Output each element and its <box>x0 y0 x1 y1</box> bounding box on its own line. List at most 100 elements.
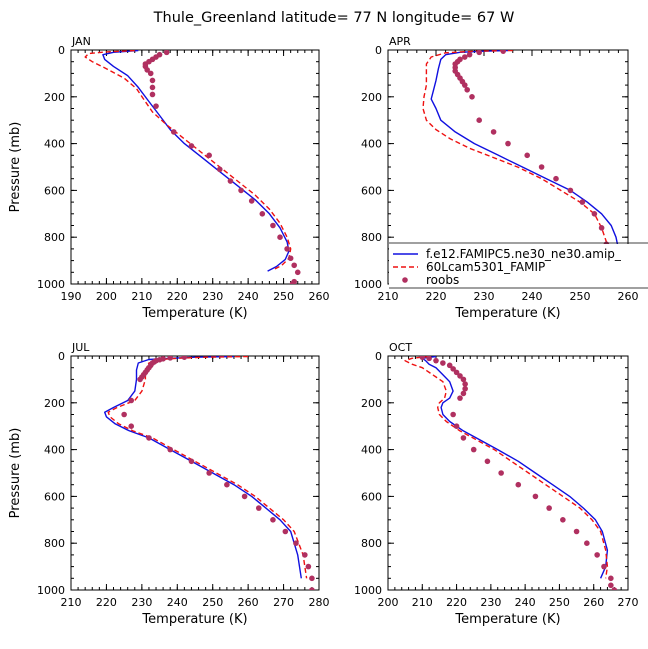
obs-point <box>532 493 539 500</box>
obs-point <box>453 369 460 376</box>
obs-point <box>608 582 614 589</box>
obs-point <box>291 262 298 269</box>
obs-point <box>515 481 522 488</box>
x-tick-label: 190 <box>61 290 82 303</box>
obs-point <box>462 385 468 392</box>
obs-point <box>446 362 453 369</box>
x-tick-label: 220 <box>446 596 467 609</box>
y-axis-title: Pressure (mb) <box>8 122 23 213</box>
obs-point <box>601 563 607 570</box>
x-tick-label: 200 <box>96 290 117 303</box>
y-tick-label: 800 <box>361 537 382 550</box>
obs-point <box>259 211 266 217</box>
model1-line <box>430 50 620 271</box>
x-tick-label: 280 <box>309 596 330 609</box>
obs-point <box>500 50 506 54</box>
plot-frame <box>387 355 629 591</box>
obs-point <box>121 411 127 418</box>
obs-point <box>460 390 467 397</box>
obs-point <box>426 356 432 362</box>
x-tick-label: 250 <box>570 290 591 303</box>
plot-frame <box>70 355 320 591</box>
model2-line <box>107 356 308 579</box>
panel-label: JUL <box>71 341 90 354</box>
model2-line <box>404 356 609 579</box>
obs-point <box>573 528 580 535</box>
obs-point <box>302 552 308 558</box>
plot-frame <box>70 49 320 285</box>
y-tick-label: 0 <box>58 350 65 363</box>
y-tick-label: 800 <box>44 537 65 550</box>
obs-point <box>470 446 477 453</box>
obs-point <box>128 397 135 404</box>
obs-point <box>284 246 290 252</box>
panels: JAN 190 200 210 220 230 240 250 260 0 200 400 600 800… <box>8 35 639 627</box>
x-tick-label: 220 <box>167 290 188 303</box>
legend-entry: f.e12.FAMIPC5.ne30_ne30.amip_ <box>426 247 622 261</box>
obs-point <box>560 517 566 523</box>
obs-point <box>594 552 600 558</box>
obs-point <box>591 211 598 217</box>
x-axis-title: Temperature (K) <box>454 612 560 627</box>
x-tick-label: 230 <box>474 290 495 303</box>
obs-point <box>498 470 504 476</box>
y-tick-label: 200 <box>44 91 65 104</box>
legend-entry: 60Lcam5301_FAMIP <box>426 260 545 274</box>
obs-point <box>464 86 471 93</box>
obs-point <box>309 575 315 582</box>
x-tick-label: 210 <box>61 596 82 609</box>
obs-point <box>270 222 276 229</box>
obs-point <box>167 356 173 361</box>
obs-point <box>217 166 223 173</box>
obs-point <box>206 470 212 476</box>
obs-point <box>287 255 294 262</box>
obs-point <box>309 587 315 590</box>
x-tick-label: 250 <box>202 596 223 609</box>
x-axis-title: Temperature (K) <box>454 306 560 321</box>
model2-line <box>84 50 292 271</box>
panel-label: JAN <box>71 35 91 48</box>
obs-point <box>524 152 530 159</box>
obs-point <box>146 435 152 441</box>
obs-point <box>277 234 283 240</box>
y-tick-label: 600 <box>361 184 382 197</box>
legend-swatch-obs <box>402 277 408 283</box>
obs-point <box>293 540 299 546</box>
x-tick-label: 270 <box>273 596 294 609</box>
model2-line <box>422 50 608 271</box>
obs-point <box>611 587 618 590</box>
obs-point <box>608 575 614 582</box>
x-tick-label: 240 <box>515 596 536 609</box>
y-tick-label: 200 <box>44 397 65 410</box>
obs-point <box>170 129 177 135</box>
obs-point <box>294 269 301 276</box>
x-axis-title: Temperature (K) <box>141 612 247 627</box>
obs-point <box>453 423 460 430</box>
x-tick-label: 210 <box>412 596 433 609</box>
x-tick-label: 240 <box>167 596 188 609</box>
obs-point <box>505 140 511 147</box>
x-tick-label: 250 <box>273 290 294 303</box>
obs-point <box>460 376 467 383</box>
obs-point <box>270 517 276 523</box>
obs-point <box>137 376 143 383</box>
legend: f.e12.FAMIPC5.ne30_ne30.amip_60Lcam5301_… <box>389 242 648 289</box>
x-tick-label: 210 <box>378 290 399 303</box>
x-tick-label: 210 <box>131 290 152 303</box>
x-tick-label: 260 <box>238 596 259 609</box>
obs-point <box>255 505 262 511</box>
obs-point <box>188 458 195 465</box>
obs-point <box>419 356 426 360</box>
obs-point <box>149 77 156 84</box>
y-tick-label: 0 <box>375 350 382 363</box>
obs-point <box>149 91 156 98</box>
obs-point <box>553 175 559 182</box>
obs-point <box>227 178 234 184</box>
x-tick-label: 250 <box>549 596 570 609</box>
obs-point <box>248 198 255 204</box>
obs-point <box>457 373 463 379</box>
obs-point <box>598 225 605 231</box>
obs-point <box>433 357 439 364</box>
obs-point <box>476 50 482 56</box>
